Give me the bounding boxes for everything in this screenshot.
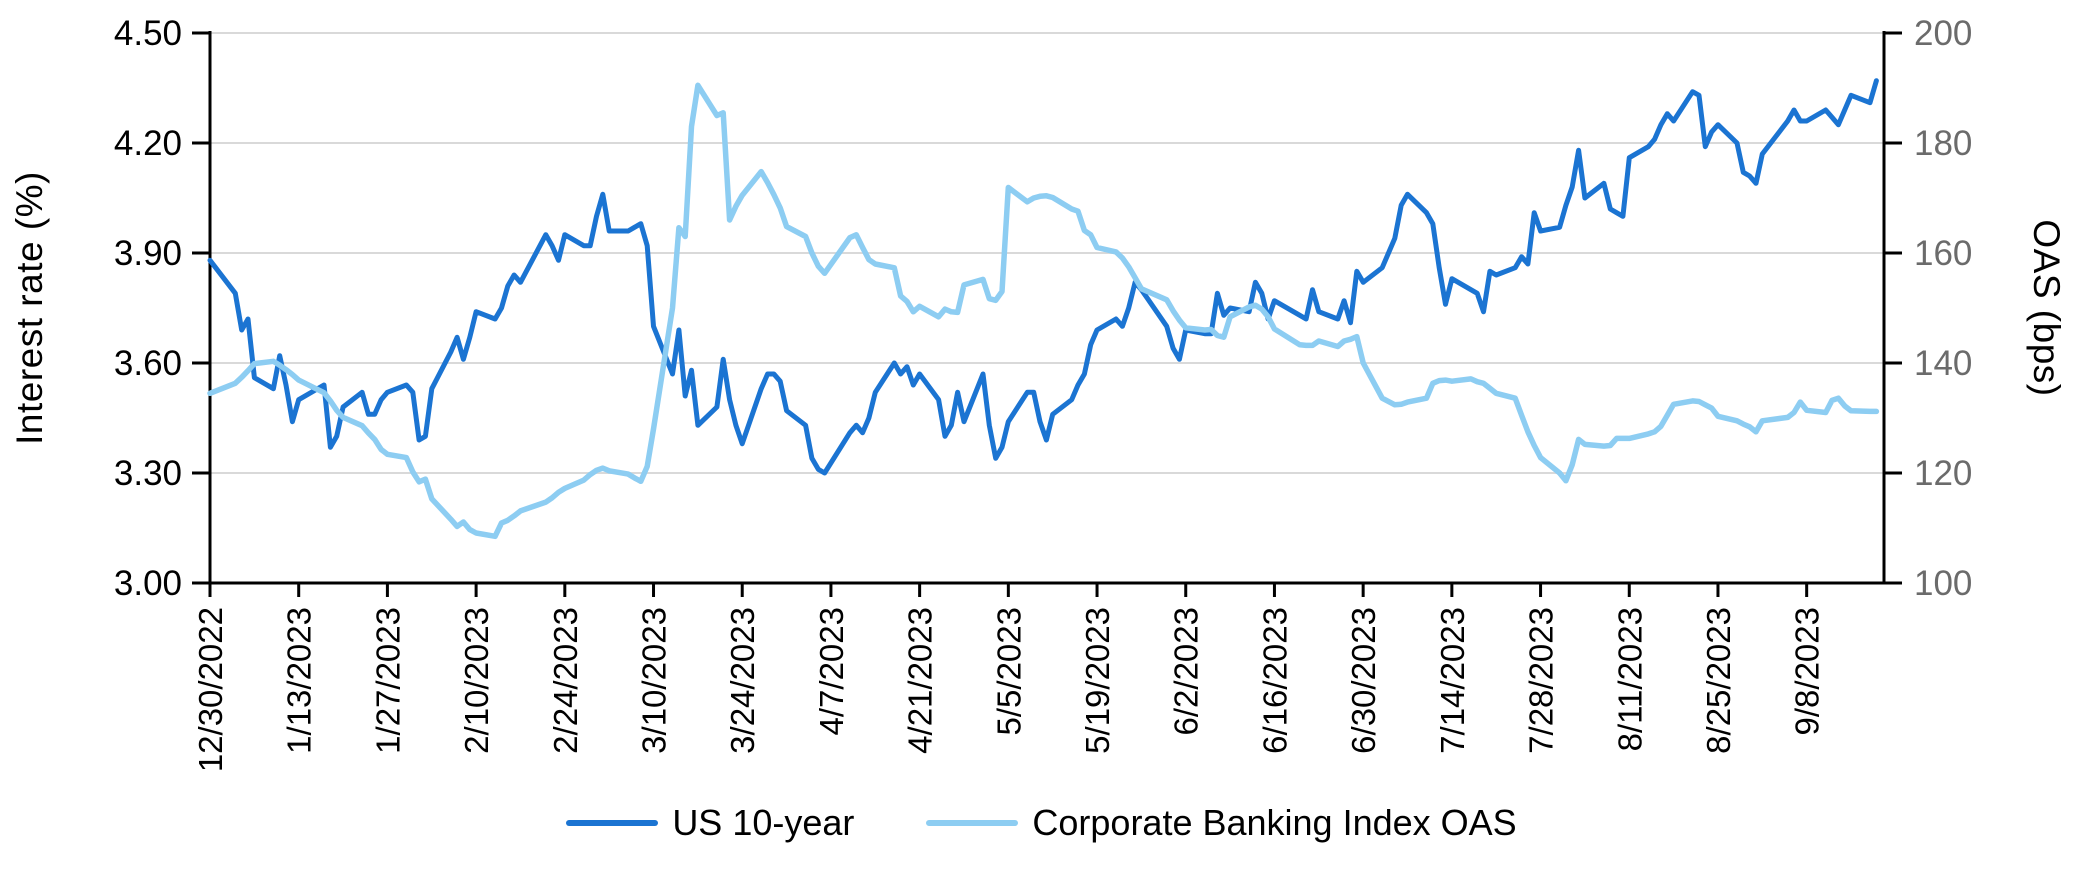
left-axis-tick-label: 3.00 <box>114 564 182 603</box>
x-axis-tick-label: 8/11/2023 <box>1611 607 1648 751</box>
legend-item-oas: Corporate Banking Index OAS <box>926 802 1517 844</box>
right-axis-tick-label: 180 <box>1914 124 1972 163</box>
us-10-year-line <box>207 78 1879 476</box>
x-axis-tick-label: 1/13/2023 <box>281 607 318 754</box>
us-10-year-line-swatch <box>566 820 659 826</box>
right-axis-tick-label: 120 <box>1914 454 1972 493</box>
x-axis-tick-label: 5/19/2023 <box>1079 607 1116 754</box>
x-axis-tick-label: 6/2/2023 <box>1168 607 1205 735</box>
x-axis-tick-label: 1/27/2023 <box>369 607 406 754</box>
right-axis-tick-label: 160 <box>1914 234 1972 273</box>
x-axis-tick-label: 7/28/2023 <box>1523 607 1560 754</box>
legend-label-us-10-year: US 10-year <box>672 802 855 843</box>
legend-item-us-10-year: US 10-year <box>566 802 854 844</box>
left-axis-tick-label: 4.50 <box>114 14 182 53</box>
left-axis-title: Interest rate (%) <box>9 171 50 445</box>
left-axis-tick-label: 3.90 <box>114 234 182 273</box>
right-axis-tick-label: 200 <box>1914 14 1972 53</box>
x-axis-tick-label: 7/14/2023 <box>1434 607 1471 754</box>
x-axis-tick-label: 4/7/2023 <box>813 607 850 735</box>
x-axis-tick-label: 4/21/2023 <box>902 607 939 754</box>
x-axis-tick-label: 3/10/2023 <box>636 607 673 754</box>
left-axis-tick-label: 3.60 <box>114 344 182 383</box>
legend-label-oas: Corporate Banking Index OAS <box>1032 802 1517 843</box>
x-axis-tick-label: 8/25/2023 <box>1700 607 1737 754</box>
right-axis-tick-label: 140 <box>1914 344 1972 383</box>
x-axis-tick-label: 2/24/2023 <box>547 607 584 754</box>
x-axis-tick-label: 9/8/2023 <box>1789 607 1826 735</box>
oas-line <box>207 82 1880 540</box>
x-axis-tick-label: 2/10/2023 <box>458 607 495 754</box>
oas-line-swatch <box>926 820 1019 826</box>
left-axis-tick-label: 4.20 <box>114 124 182 163</box>
x-axis-tick-label: 12/30/2022 <box>192 607 229 772</box>
x-axis-tick-label: 5/5/2023 <box>990 607 1027 735</box>
x-axis-tick-label: 6/16/2023 <box>1256 607 1293 754</box>
x-axis-tick-label: 3/24/2023 <box>724 607 761 754</box>
x-axis-tick-label: 6/30/2023 <box>1345 607 1382 754</box>
right-axis-title: OAS (bps) <box>2026 219 2067 397</box>
right-axis-tick-label: 100 <box>1914 564 1972 603</box>
left-axis-tick-label: 3.30 <box>114 454 182 493</box>
legend: US 10-year Corporate Banking Index OAS <box>0 802 2083 844</box>
